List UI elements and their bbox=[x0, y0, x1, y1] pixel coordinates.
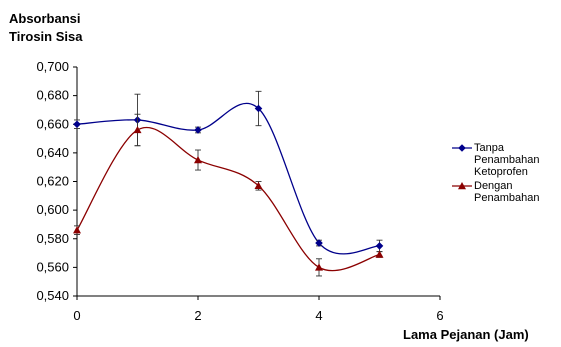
y-tick-label: 0,540 bbox=[36, 288, 69, 303]
data-point bbox=[375, 242, 384, 250]
data-point bbox=[194, 156, 202, 164]
series-line bbox=[76, 127, 380, 272]
y-axis-label-line-2: Tirosin Sisa bbox=[9, 29, 83, 44]
legend-marks bbox=[452, 144, 472, 190]
data-point bbox=[315, 263, 323, 271]
data-point bbox=[254, 181, 263, 189]
y-tick-label: 0,660 bbox=[36, 116, 69, 131]
data-point bbox=[254, 104, 263, 113]
x-tick-label: 4 bbox=[315, 308, 322, 323]
y-tick-label: 0,560 bbox=[36, 259, 69, 274]
y-tick-label: 0,600 bbox=[36, 202, 69, 217]
series-0 bbox=[73, 90, 384, 255]
y-tick-label: 0,700 bbox=[36, 59, 69, 74]
x-tick-label: 6 bbox=[436, 308, 443, 323]
data-point bbox=[375, 250, 384, 258]
series-line bbox=[76, 102, 380, 255]
y-tick-label: 0,620 bbox=[36, 174, 69, 189]
x-tick-label: 2 bbox=[194, 308, 201, 323]
legend-entry-tanpa-penambahan: Tanpa Penambahan Ketoprofen bbox=[474, 142, 540, 178]
chart-series bbox=[73, 90, 384, 277]
y-tick-labels: 0,540 0,560 0,580 0,600 0,620 0,640 0,660 0,680… bbox=[36, 59, 69, 303]
series-1 bbox=[73, 113, 384, 277]
y-tick-label: 0,640 bbox=[36, 145, 69, 160]
x-tick-labels: 0 2 4 6 bbox=[73, 308, 443, 323]
y-tick-label: 0,580 bbox=[36, 231, 69, 246]
data-point bbox=[133, 125, 142, 134]
legend-entry-dengan-penambahan: Dengan Penambahan bbox=[474, 180, 540, 204]
data-point bbox=[315, 239, 323, 247]
x-axis-label: Lama Pejanan (Jam) bbox=[403, 327, 529, 342]
x-tick-label: 0 bbox=[73, 308, 80, 323]
y-tick-label: 0,680 bbox=[36, 88, 69, 103]
chart-axes bbox=[73, 66, 441, 300]
data-point bbox=[73, 226, 81, 234]
legend-marker bbox=[458, 144, 466, 152]
y-axis-label-line-1: Absorbansi bbox=[9, 11, 81, 26]
data-point bbox=[73, 120, 81, 129]
legend-marker bbox=[458, 182, 466, 190]
data-point bbox=[194, 126, 202, 134]
